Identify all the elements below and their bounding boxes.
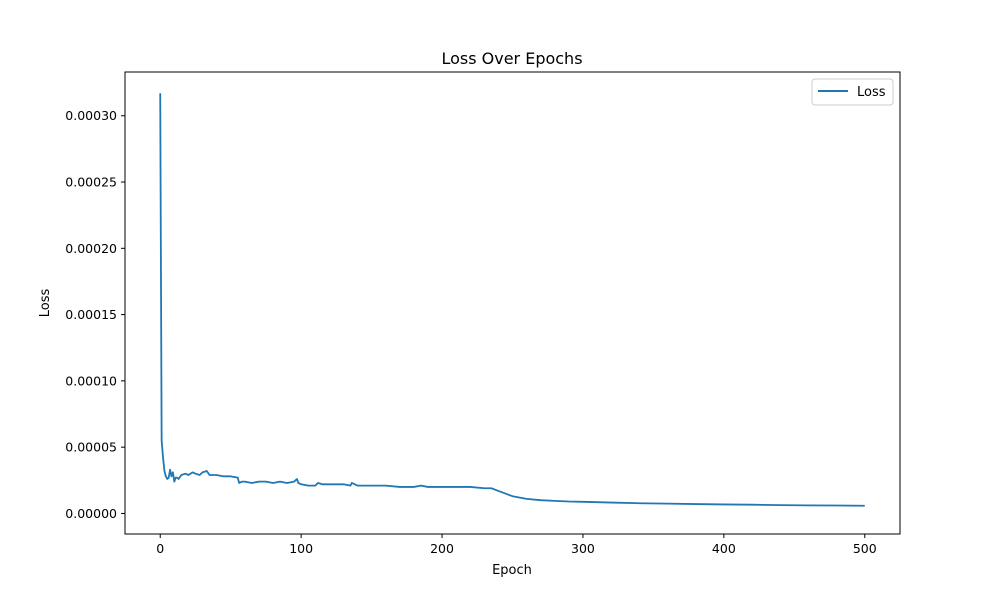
series-line-loss <box>159 93 865 507</box>
x-tick-label: 200 <box>430 541 454 556</box>
y-tick-label: 0.00020 <box>65 241 117 256</box>
chart-title: Loss Over Epochs <box>441 49 582 68</box>
y-tick-label: 0.00010 <box>65 373 117 388</box>
x-axis-label: Epoch <box>492 563 532 578</box>
y-tick-label: 0.00030 <box>65 108 117 123</box>
axes-frame <box>124 71 901 535</box>
x-tick-label: 500 <box>853 541 877 556</box>
legend-box <box>811 78 894 106</box>
y-tick-label: 0.00005 <box>65 440 117 455</box>
x-tick-label: 100 <box>289 541 313 556</box>
legend: Loss <box>811 78 894 106</box>
x-tick-label: 300 <box>571 541 595 556</box>
y-axis: 0.00000 0.00005 0.00010 0.00015 0.00020 0.000… <box>65 108 125 521</box>
y-tick-label: 0.00000 <box>65 506 117 521</box>
x-tick-label: 400 <box>712 541 736 556</box>
series-layer <box>159 93 865 507</box>
x-tick-label: 0 <box>156 541 164 556</box>
y-axis-label: Loss <box>38 289 53 318</box>
y-tick-label: 0.00015 <box>65 307 117 322</box>
x-axis: 0 100 200 300 400 500 <box>156 534 877 556</box>
legend-label-loss: Loss <box>857 85 886 100</box>
plot-area <box>124 71 901 535</box>
y-tick-label: 0.00025 <box>65 175 117 190</box>
